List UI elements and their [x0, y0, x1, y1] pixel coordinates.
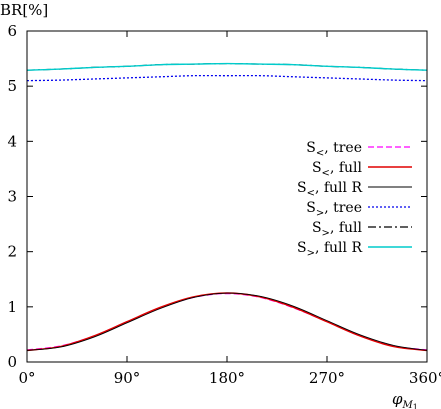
- legend-label: S<, full: [312, 160, 363, 179]
- series-line-3: [26, 74, 428, 82]
- axis-ticks: [26, 30, 428, 363]
- legend-label: S>, full: [312, 220, 363, 239]
- series-line-1: [26, 292, 428, 352]
- y-tick-label: 1: [7, 298, 17, 316]
- y-tick-label: 5: [7, 77, 17, 95]
- series-line-0: [26, 292, 428, 351]
- legend-label: S>, tree: [306, 200, 362, 219]
- x-tick-label: 90°: [114, 369, 141, 387]
- y-tick-label: 4: [7, 132, 17, 150]
- x-axis-label-subsub: 1: [413, 403, 418, 409]
- plot-lines: [26, 62, 428, 352]
- y-tick-label: 6: [7, 22, 17, 40]
- x-tick-label: 270°: [309, 369, 345, 387]
- x-axis-label-sub: M: [402, 400, 414, 409]
- x-axis-label-main: φ: [392, 390, 403, 408]
- y-axis-label: BR[%]: [0, 1, 48, 19]
- x-tick-label: 180°: [209, 369, 245, 387]
- plot-frame: [26, 30, 428, 363]
- tick-labels: 0° 90° 180° 270° 360° 0 1 2 3 4 5 6: [7, 22, 441, 387]
- series-line-2: [26, 292, 428, 351]
- x-tick-label: 0°: [18, 369, 35, 387]
- y-tick-label: 0: [7, 353, 17, 371]
- legend-label: S<, full R: [297, 180, 362, 199]
- legend-label: S<, tree: [306, 140, 362, 159]
- legend-label: S>, full R: [297, 240, 362, 259]
- y-tick-label: 3: [7, 188, 17, 206]
- y-tick-label: 2: [7, 243, 17, 261]
- series-line-4: [26, 62, 428, 71]
- x-axis-label: φM1: [392, 390, 418, 409]
- x-tick-label: 360°: [409, 369, 441, 387]
- series-line-5: [26, 62, 428, 71]
